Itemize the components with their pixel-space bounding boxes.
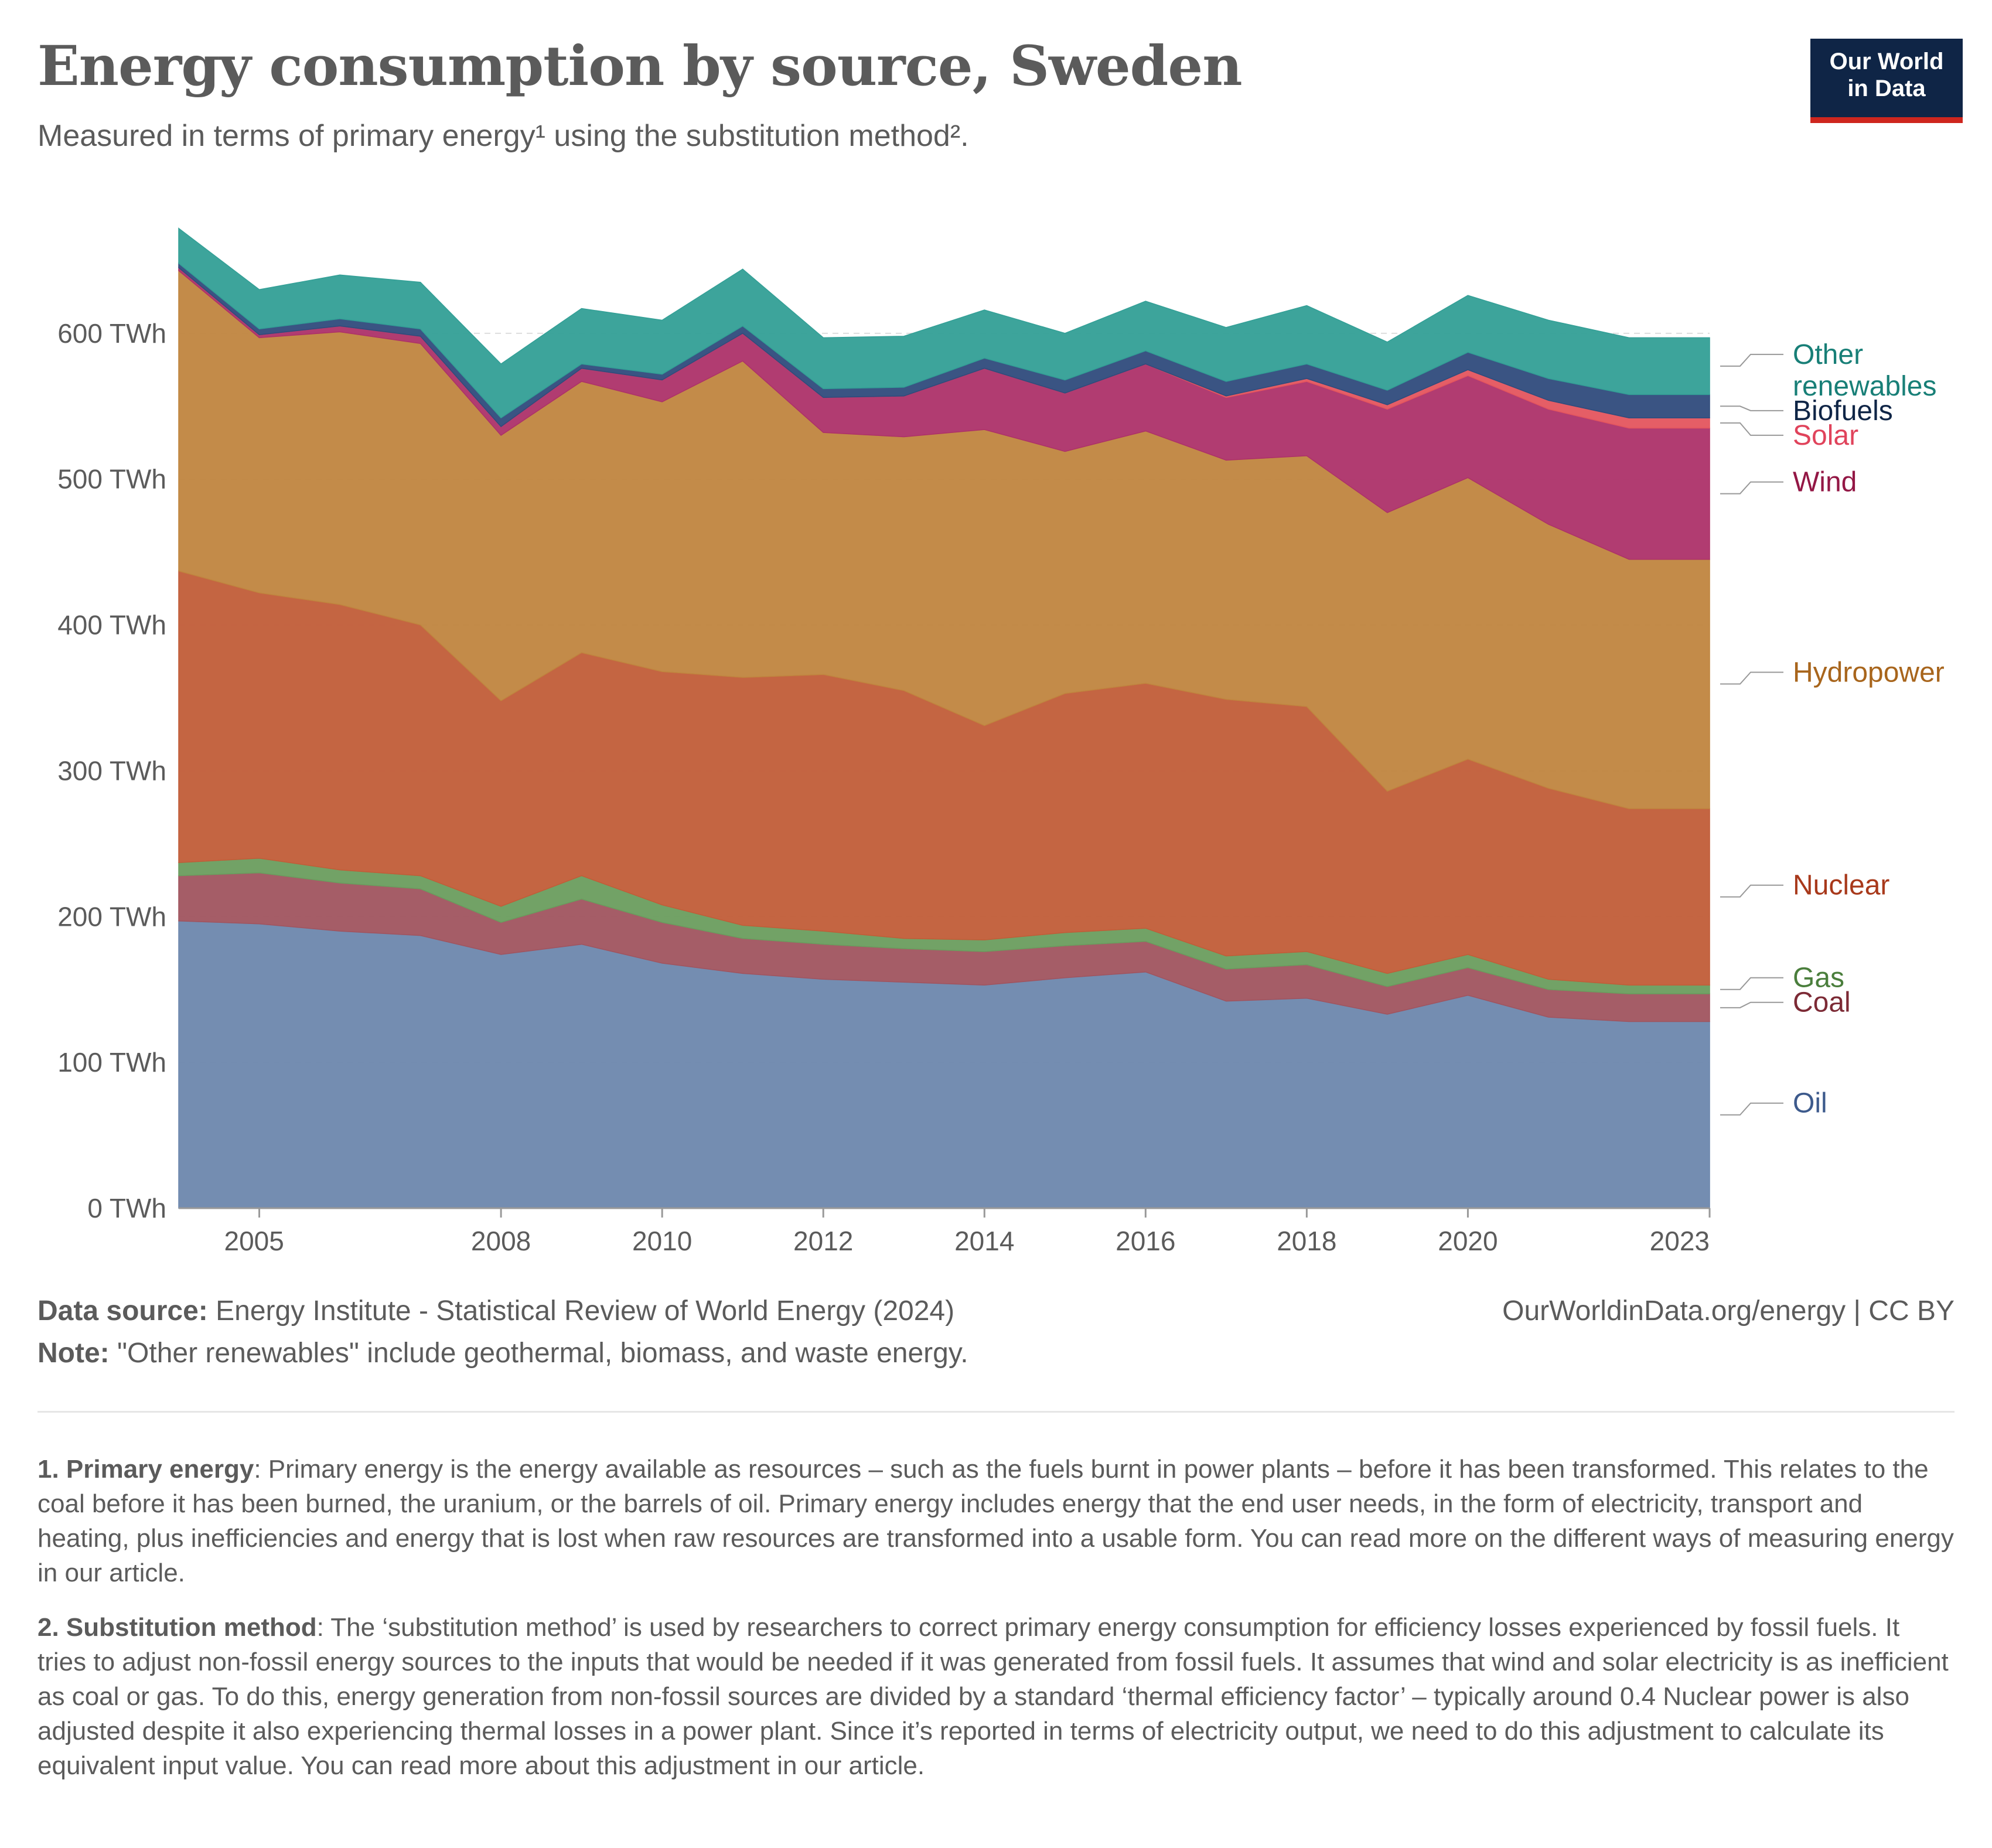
legend-other-renewables-label: renewables (1793, 371, 1936, 402)
area-series-group (178, 227, 1710, 1209)
legend-hydropower-label: Hydropower (1793, 657, 1945, 688)
legend-nuclear-leader (1720, 884, 1783, 898)
y-tick-label: 500 TWh (57, 464, 166, 495)
x-tick-label: 2023 (1650, 1226, 1710, 1256)
y-tick-label: 400 TWh (57, 610, 166, 640)
legend-nuclear-label: Nuclear (1793, 870, 1889, 901)
footnote-substitution-method: 2. Substitution method: The ‘substitutio… (37, 1610, 1955, 1783)
credit-link[interactable]: OurWorldinData.org/energy | CC BY (1502, 1295, 1955, 1327)
axis-group: 0 TWh 100 TWh 200 TWh 300 TWh 400 TWh 500 TWh… (57, 318, 1711, 1256)
legend-hydropower-leader (1720, 671, 1783, 685)
x-tick-label: 2018 (1277, 1226, 1336, 1256)
legend-wind-label: Wind (1793, 467, 1857, 498)
stacked-area-chart: 0 TWh 100 TWh 200 TWh 300 TWh 400 TWh 500 TWh… (57, 227, 1945, 1256)
footnote-2-label: 2. Substitution method (37, 1613, 317, 1642)
x-tick-label: 2016 (1116, 1226, 1175, 1256)
footnote-1-label: 1. Primary energy (37, 1455, 254, 1484)
legend-solar-leader (1720, 422, 1783, 436)
note-label: Note: (37, 1338, 110, 1369)
x-tick-label: 2005 (224, 1226, 284, 1256)
data-source-text: Energy Institute - Statistical Review of… (207, 1295, 955, 1327)
y-tick-label: 300 TWh (57, 755, 166, 786)
owid-logo[interactable]: Our World in Data (1810, 39, 1963, 123)
legend-other-renewables-label: Other (1793, 339, 1863, 370)
chart-title: Energy consumption by source, Sweden (37, 34, 1243, 98)
legend-oil-leader (1720, 1102, 1783, 1116)
footnote-2-text: : The ‘substitution method’ is used by r… (37, 1613, 1949, 1780)
x-tick-label: 2012 (793, 1226, 853, 1256)
legend-gas-label: Gas (1793, 963, 1844, 994)
data-source: Data source: Energy Institute - Statisti… (37, 1295, 954, 1327)
legend-gas-leader (1720, 977, 1783, 990)
x-tick-label: 2020 (1438, 1226, 1498, 1256)
legend-coal-leader (1720, 1001, 1783, 1008)
legend-solar-label: Solar (1793, 420, 1858, 451)
logo-line-1: Our World (1829, 49, 1944, 74)
legend-biofuels-leader (1720, 405, 1783, 411)
note-text: "Other renewables" include geothermal, b… (109, 1338, 968, 1369)
y-tick-label: 100 TWh (57, 1047, 166, 1078)
x-tick-label: 2008 (471, 1226, 531, 1256)
data-source-label: Data source: (37, 1295, 208, 1327)
y-tick-label: 600 TWh (57, 318, 166, 349)
area-other-renewables (178, 227, 1710, 419)
chart-note: Note: "Other renewables" include geother… (37, 1337, 968, 1369)
footer-divider (37, 1411, 1955, 1413)
legend-wind-leader (1720, 481, 1783, 495)
legend-biofuels-label: Biofuels (1793, 395, 1893, 427)
x-tick-label: 2014 (954, 1226, 1014, 1256)
chart-subtitle: Measured in terms of primary energy¹ usi… (37, 119, 969, 153)
legend-other-renewables-leader (1720, 353, 1783, 367)
legend-coal-label: Coal (1793, 987, 1851, 1018)
y-tick-label: 200 TWh (57, 901, 166, 932)
footnote-primary-energy: 1. Primary energy: Primary energy is the… (37, 1452, 1955, 1590)
legend-oil-label: Oil (1793, 1088, 1827, 1119)
footnote-1-text: : Primary energy is the energy available… (37, 1455, 1954, 1587)
logo-line-2: in Data (1847, 76, 1926, 101)
x-tick-label: 2010 (632, 1226, 692, 1256)
y-tick-label: 0 TWh (87, 1193, 166, 1223)
